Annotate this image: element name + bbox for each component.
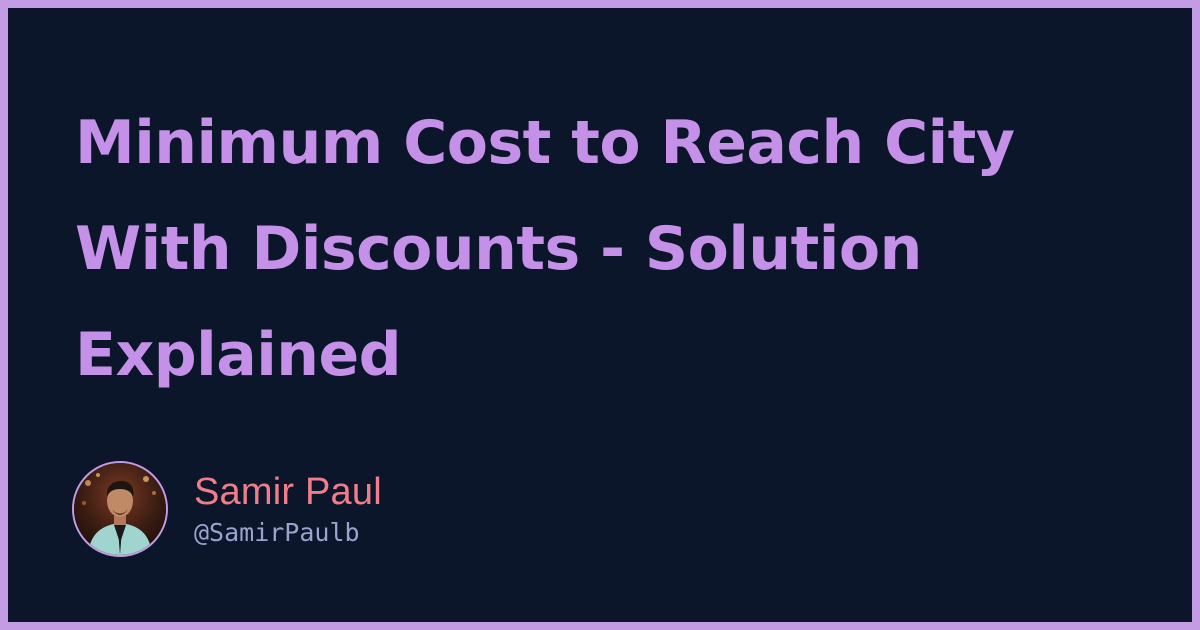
post-title: Minimum Cost to Reach City With Discount…	[75, 108, 1015, 390]
author-name: Samir Paul	[194, 470, 382, 513]
author-text: Samir Paul @SamirPaulb	[194, 469, 382, 550]
avatar	[72, 461, 168, 557]
person-photo-icon	[74, 463, 166, 555]
author-block: Samir Paul @SamirPaulb	[72, 459, 382, 559]
author-handle: @SamirPaulb	[194, 517, 360, 547]
share-card: Minimum Cost to Reach City With Discount…	[8, 8, 1192, 622]
